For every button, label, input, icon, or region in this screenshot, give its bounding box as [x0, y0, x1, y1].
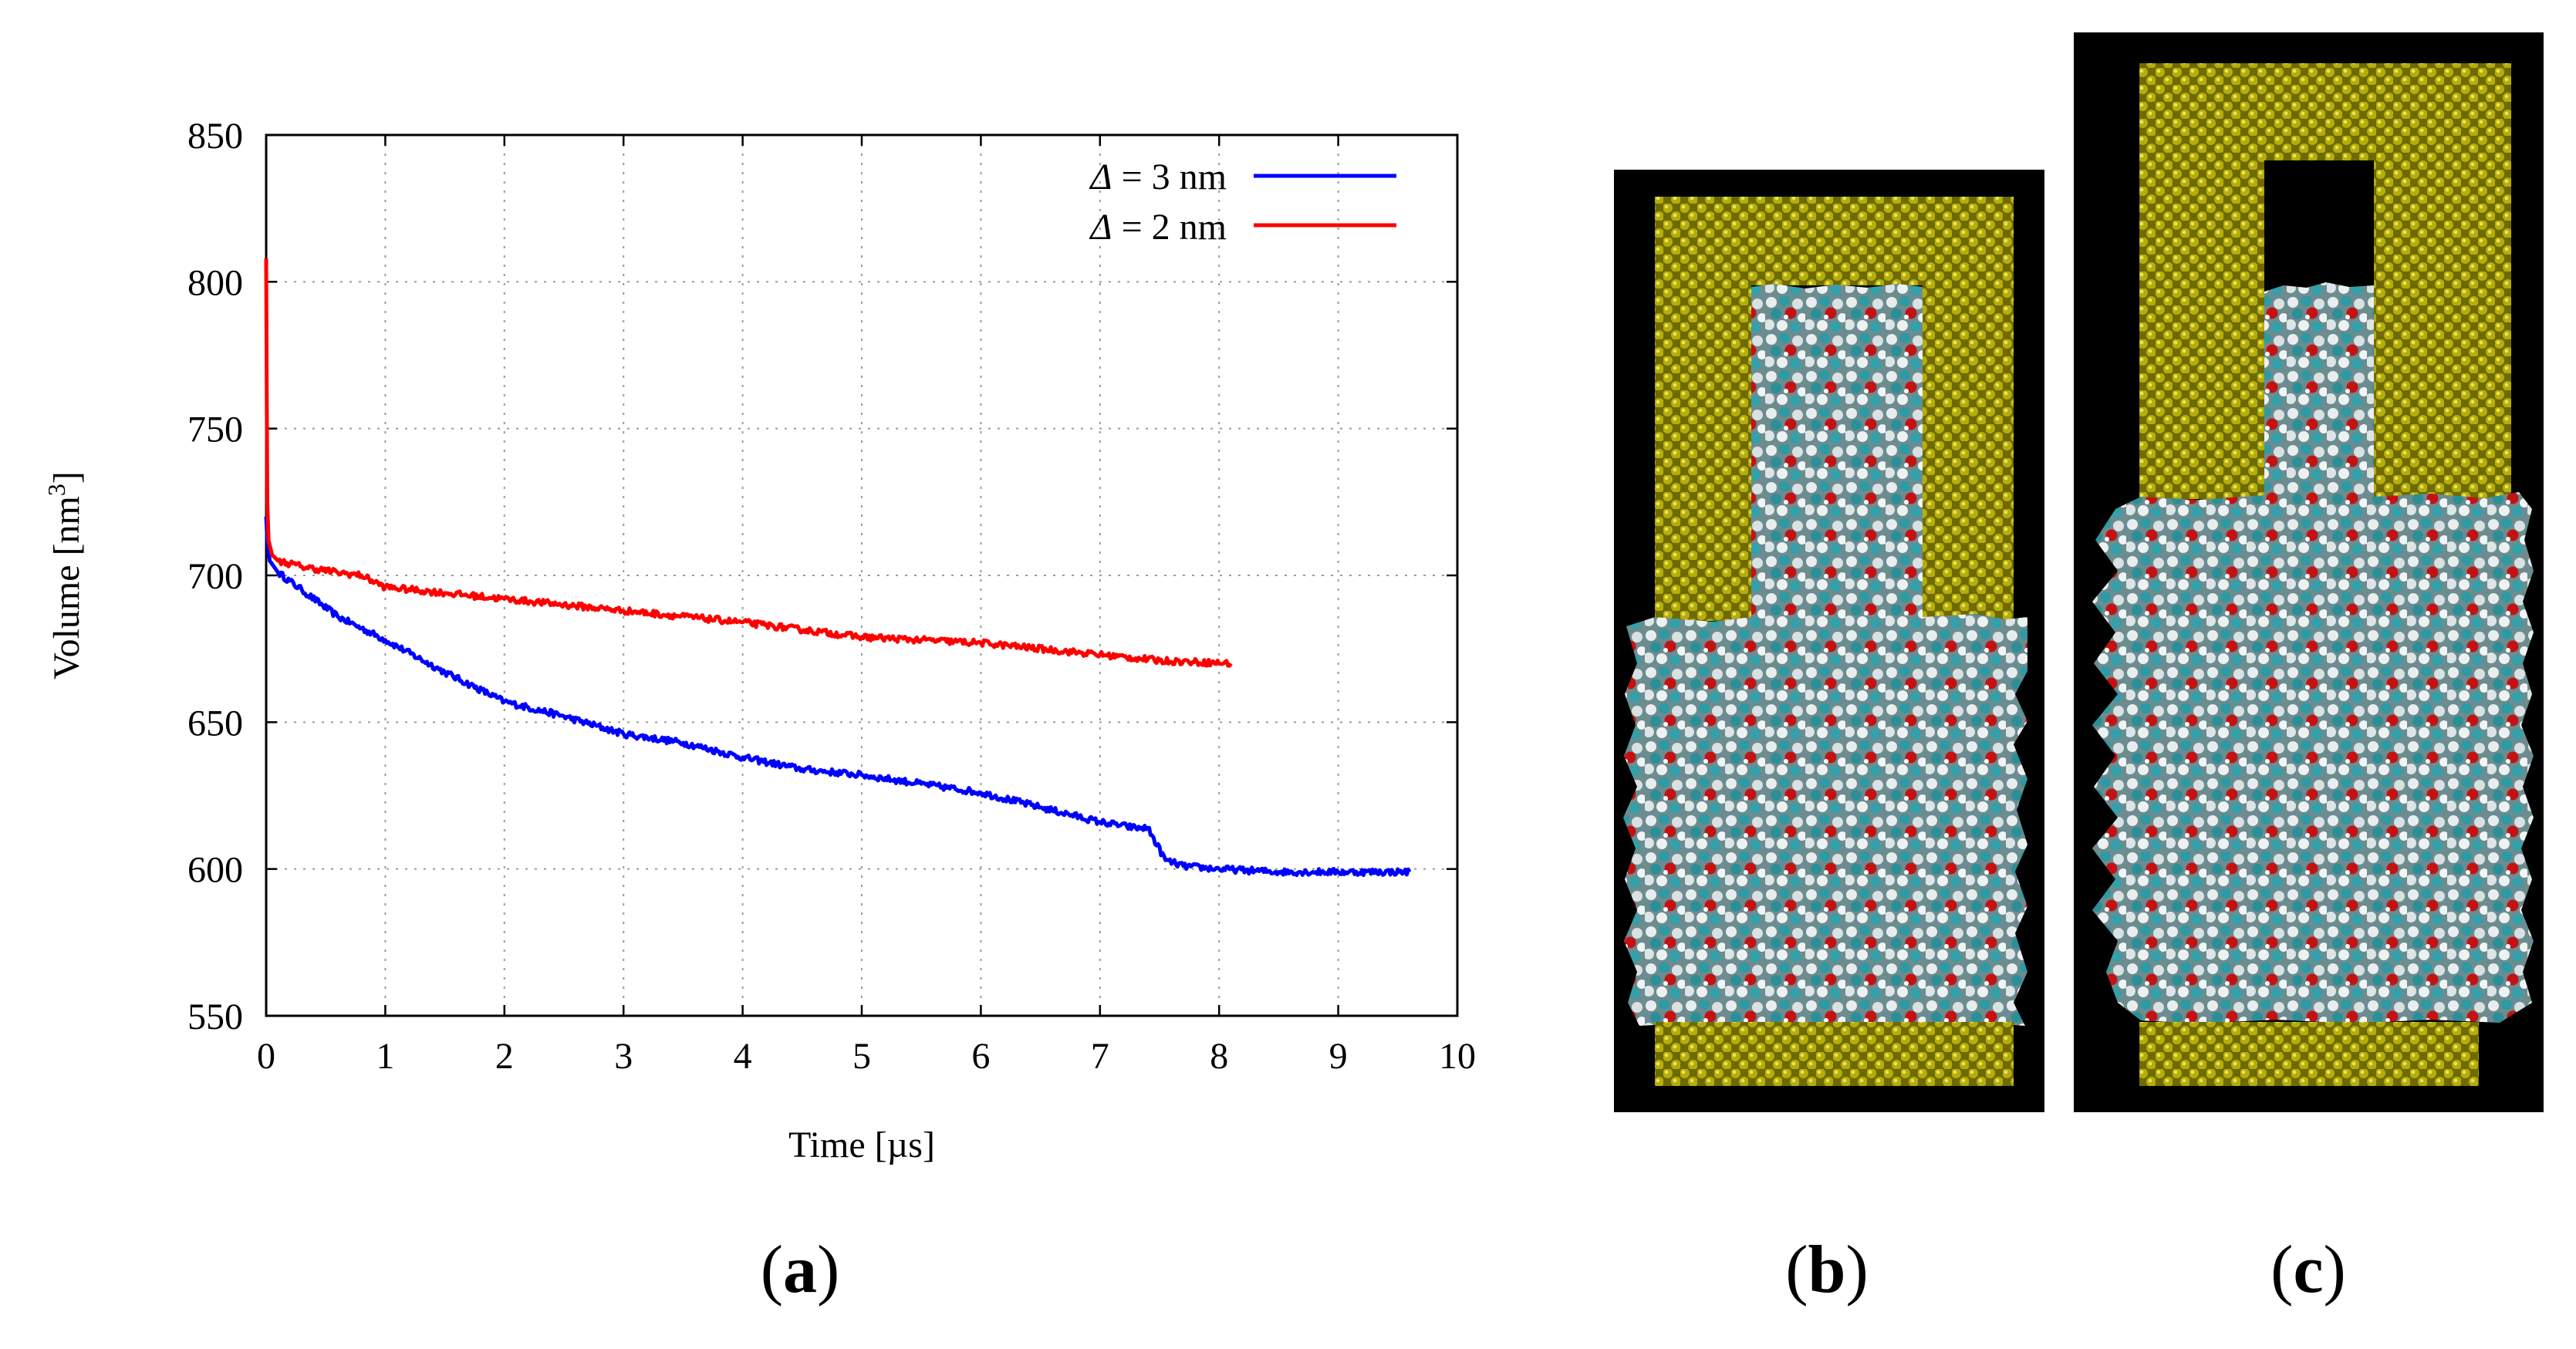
snapshot-b — [1614, 170, 2044, 1112]
snapshot-c-upper-wall — [2139, 63, 2511, 499]
y-tick-labels: 550 600 650 700 750 800 850 — [187, 116, 243, 1037]
x-tick-label: 4 — [734, 1036, 752, 1077]
y-tick-label: 850 — [187, 116, 243, 157]
y-tick-label: 550 — [187, 997, 243, 1037]
snapshot-c — [2074, 32, 2544, 1112]
x-tick-label: 6 — [971, 1036, 990, 1077]
legend: Δ = 3 nm Δ = 2 nm — [1089, 157, 1396, 248]
axis-ticks — [265, 133, 1459, 1017]
y-tick-label: 750 — [187, 410, 243, 450]
plot-frame — [265, 133, 1459, 1017]
panel-label-a: (a) — [761, 1233, 840, 1307]
panel-label-b: (b) — [1785, 1233, 1869, 1307]
snapshot-c-liquid — [2092, 282, 2534, 1024]
snapshot-b-upper-wall — [1655, 197, 2014, 621]
x-tick-label: 9 — [1329, 1036, 1348, 1077]
series-lines — [264, 258, 1412, 878]
x-tick-label: 5 — [852, 1036, 871, 1077]
y-tick-label: 600 — [187, 850, 243, 891]
x-tick-label: 0 — [257, 1036, 275, 1077]
grid — [266, 135, 1457, 1016]
x-tick-label: 7 — [1091, 1036, 1109, 1077]
x-axis-label: Time [µs] — [788, 1125, 935, 1165]
y-tick-label: 700 — [187, 556, 243, 597]
y-tick-label: 800 — [187, 262, 243, 303]
snapshot-b-liquid — [1623, 284, 2027, 1026]
x-tick-label: 10 — [1439, 1036, 1476, 1077]
x-tick-label: 8 — [1210, 1036, 1228, 1077]
x-tick-label: 1 — [376, 1036, 394, 1077]
chart-panel-a: 0 1 2 3 4 5 6 7 8 9 10 550 600 650 700 750 800 850 Time … — [42, 116, 1476, 1165]
x-tick-label: 3 — [614, 1036, 633, 1077]
panel-label-c: (c) — [2270, 1233, 2346, 1307]
y-axis-label: Volume [nm3] — [42, 471, 87, 680]
y-tick-label: 650 — [187, 703, 243, 744]
snapshot-b-bottom-wall — [1655, 1022, 2014, 1086]
legend-label-3nm: Δ = 3 nm — [1089, 157, 1227, 197]
snapshot-c-bottom-wall — [2139, 1022, 2479, 1086]
series-line-1 — [264, 258, 1233, 668]
series-line-0 — [264, 516, 1412, 878]
x-tick-labels: 0 1 2 3 4 5 6 7 8 9 10 — [257, 1036, 1476, 1077]
x-tick-label: 2 — [495, 1036, 514, 1077]
legend-label-2nm: Δ = 2 nm — [1089, 207, 1227, 248]
